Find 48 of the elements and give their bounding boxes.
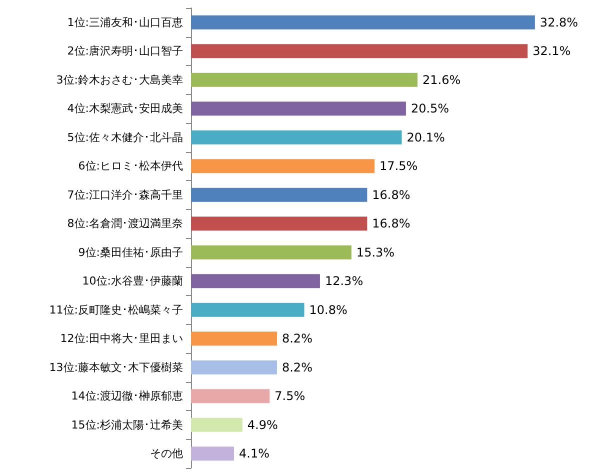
bar (191, 130, 402, 144)
data-label: 8.2% (282, 360, 312, 374)
data-label: 10.8% (309, 302, 348, 317)
y-tick-label: 9位:桑田佳祐･原由子 (78, 246, 183, 259)
bar (191, 302, 304, 317)
bar (191, 44, 528, 58)
bar (191, 159, 374, 174)
data-label: 16.8% (372, 216, 410, 231)
data-label: 4.9% (247, 418, 278, 432)
data-label: 15.3% (356, 245, 395, 260)
bar (191, 102, 406, 116)
bar (191, 389, 270, 404)
y-tick-label: 11位:反町隆史･松嶋菜々子 (49, 303, 183, 316)
data-label: 32.8% (540, 15, 578, 30)
bar (191, 188, 368, 202)
y-tick-label: 13位:藤本敏文･木下優樹菜 (49, 360, 183, 374)
data-label: 20.1% (406, 130, 445, 144)
bar (191, 245, 352, 260)
y-tick-label: 2位:唐沢寿明･山口智子 (67, 44, 183, 58)
y-tick-label: 10位:水谷豊･伊藤蘭 (82, 274, 183, 288)
y-tick-label: 8位:名倉潤･渡辺満里奈 (67, 217, 183, 230)
y-tick-label: 5位:佐々木健介･北斗晶 (67, 130, 183, 144)
data-label: 8.2% (282, 332, 312, 346)
bar (191, 216, 368, 231)
bar (191, 274, 320, 288)
data-label: 4.1% (238, 446, 270, 461)
bar (191, 332, 277, 346)
bar (191, 418, 242, 432)
y-tick-label: 15位:杉浦太陽･辻希美 (71, 418, 183, 432)
data-label: 17.5% (380, 159, 418, 174)
bar (191, 72, 418, 87)
y-tick-label: 3位:鈴木おさむ･大島美幸 (56, 73, 183, 86)
data-label: 12.3% (324, 274, 364, 288)
data-label: 7.5% (274, 389, 306, 404)
y-tick-label: 6位:ヒロミ･松本伊代 (78, 160, 183, 173)
y-tick-label: 14位:渡辺徹･榊原郁恵 (71, 390, 183, 403)
y-tick-label: その他 (150, 447, 183, 460)
data-label: 32.1% (532, 44, 571, 58)
y-tick-label: 7位:江口洋介･森高千里 (67, 188, 183, 202)
y-tick-label: 1位:三浦友和･山口百恵 (67, 16, 183, 29)
bar (191, 446, 234, 461)
data-label: 20.5% (410, 102, 450, 116)
y-tick-label: 4位:木梨憲武･安田成美 (67, 102, 183, 116)
data-label: 21.6% (422, 72, 461, 87)
data-label: 16.8% (372, 188, 410, 202)
bar (191, 360, 277, 374)
y-tick-label: 12位:田中将大･里田まい (60, 332, 183, 346)
bar (191, 15, 535, 30)
